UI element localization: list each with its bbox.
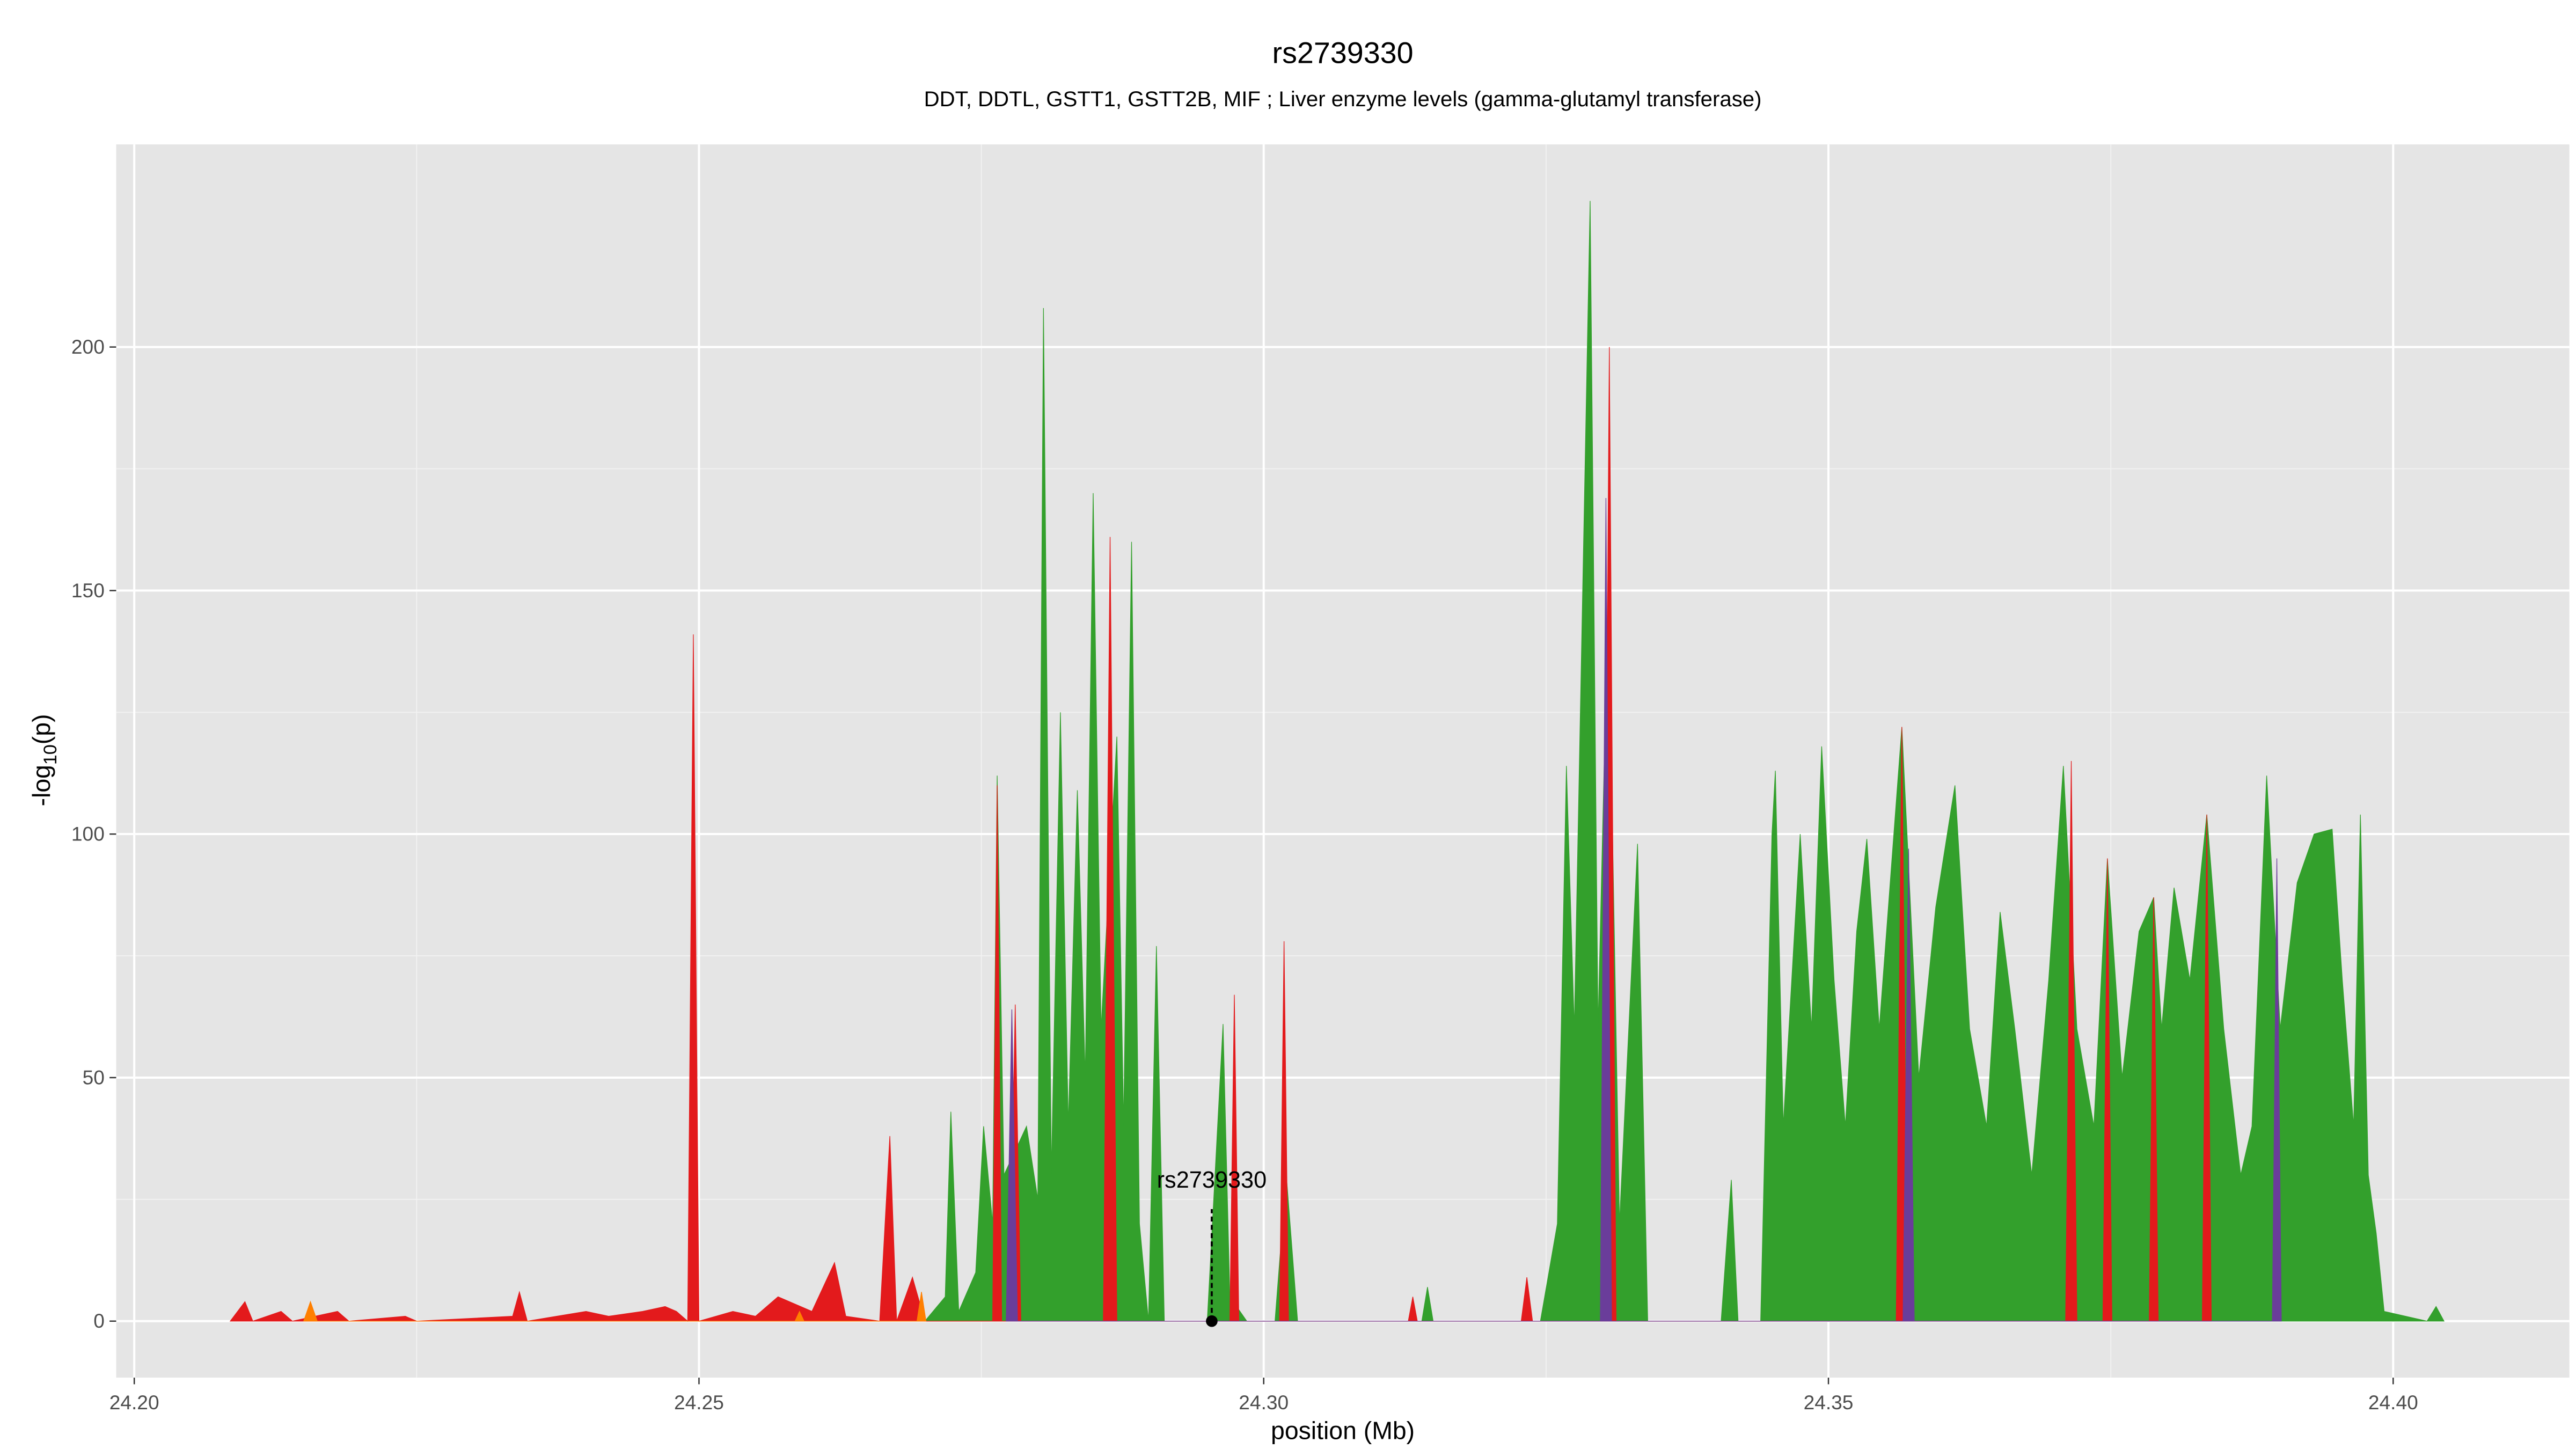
- x-tick-label: 24.40: [2368, 1391, 2418, 1414]
- area: [1006, 497, 2282, 1322]
- y-axis-title-part: (p): [27, 714, 55, 745]
- y-axis-title-sub: 10: [40, 744, 61, 765]
- chart-subtitle: DDT, DDTL, GSTT1, GSTT2B, MIF ; Liver en…: [924, 87, 1762, 111]
- y-tick-label: 0: [93, 1309, 105, 1332]
- x-tick-label: 24.20: [109, 1391, 159, 1414]
- area: [303, 1292, 927, 1322]
- y-axis-title-part: -log: [27, 765, 55, 806]
- x-tick-label: 24.30: [1239, 1391, 1289, 1414]
- area: [229, 347, 2212, 1322]
- y-tick-label: 100: [71, 823, 105, 845]
- chart-title: rs2739330: [1272, 36, 1414, 70]
- y-tick-label: 200: [71, 335, 105, 358]
- x-axis-title: position (Mb): [1271, 1416, 1415, 1444]
- annotation-point: [1206, 1315, 1218, 1327]
- y-axis-title: -log10(p): [27, 714, 61, 807]
- annotation-label: rs2739330: [1157, 1167, 1267, 1193]
- x-tick-label: 24.35: [1804, 1391, 1854, 1414]
- x-tick-label: 24.25: [674, 1391, 724, 1414]
- y-tick-label: 150: [71, 579, 105, 602]
- y-tick-label: 50: [83, 1066, 105, 1088]
- area: [924, 201, 2445, 1322]
